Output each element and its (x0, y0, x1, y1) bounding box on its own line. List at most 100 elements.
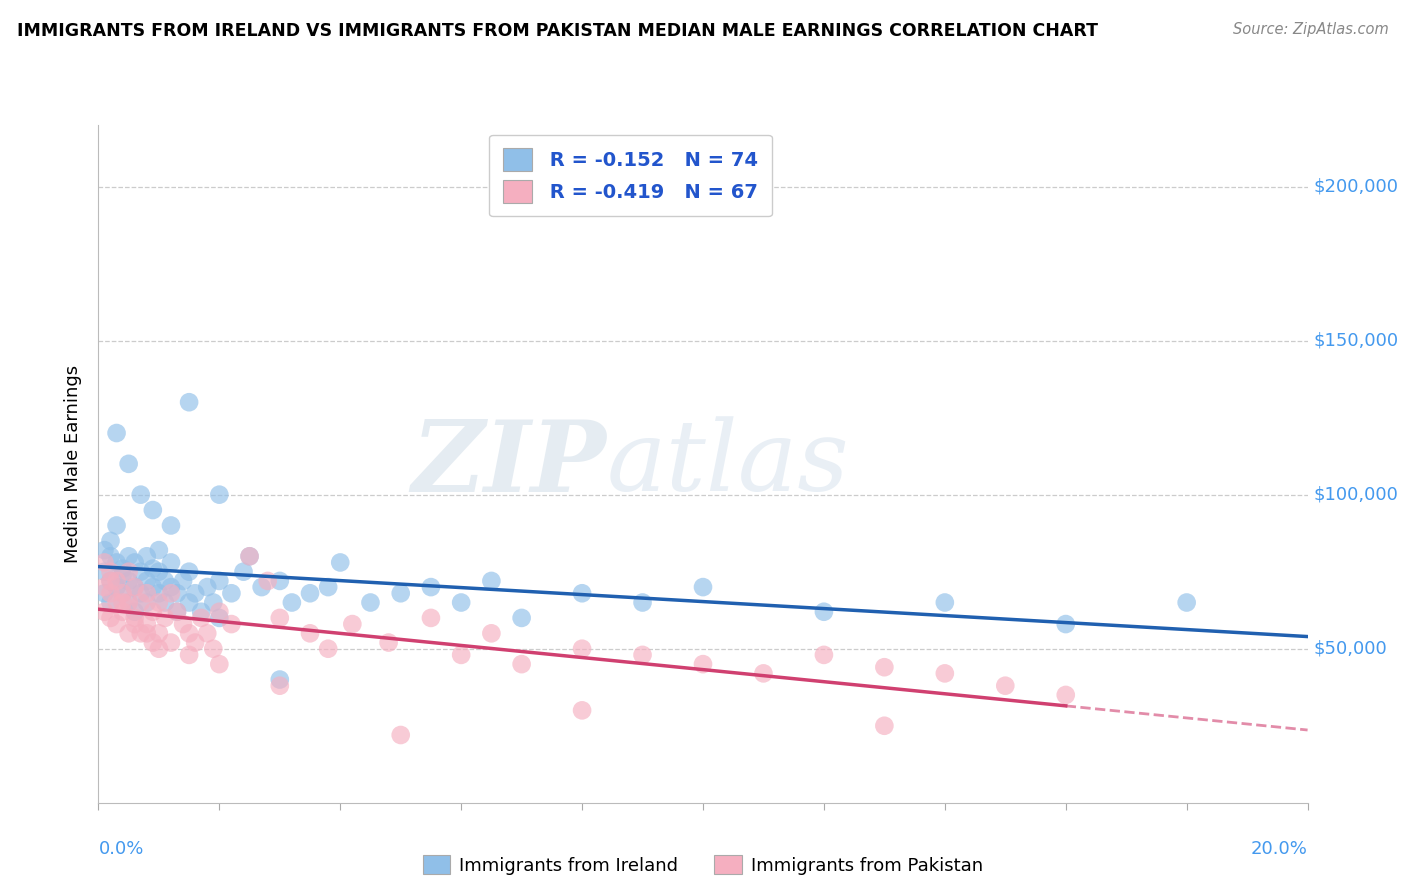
Point (160, 635, 183, 649)
Point (934, 595, 956, 609)
Point (692, 580, 714, 594)
Point (93, 605, 115, 619)
Point (135, 574, 157, 588)
Point (93, 565, 115, 579)
Point (148, 626, 170, 640)
Point (142, 561, 165, 575)
Point (752, 666, 775, 681)
Point (129, 488, 152, 502)
Point (100, 574, 122, 588)
Point (177, 565, 201, 579)
Point (166, 605, 188, 619)
Point (269, 679, 291, 693)
Point (129, 595, 152, 609)
Point (202, 595, 225, 609)
Point (177, 395, 201, 409)
Point (153, 595, 176, 609)
Point (571, 641, 593, 656)
Point (342, 617, 364, 632)
Point (389, 586, 412, 600)
Point (208, 488, 231, 502)
Point (571, 703, 593, 717)
Point (329, 556, 352, 570)
Point (299, 586, 322, 600)
Point (360, 595, 382, 609)
Point (129, 586, 152, 600)
Text: atlas: atlas (606, 417, 849, 511)
Point (389, 728, 412, 742)
Point (118, 457, 141, 471)
Point (142, 503, 165, 517)
Point (281, 595, 304, 609)
Point (221, 586, 243, 600)
Point (124, 605, 146, 619)
Point (118, 595, 141, 609)
Point (118, 626, 141, 640)
Point (142, 635, 165, 649)
Point (100, 586, 122, 600)
Point (111, 561, 134, 575)
Point (124, 611, 146, 625)
Point (631, 648, 654, 662)
Point (190, 605, 212, 619)
Point (184, 586, 207, 600)
Point (177, 595, 201, 609)
Point (135, 617, 157, 632)
Point (93, 556, 115, 570)
Point (100, 595, 122, 609)
Point (172, 574, 194, 588)
Point (269, 611, 291, 625)
Point (195, 626, 218, 640)
Point (118, 574, 141, 588)
Point (135, 626, 157, 640)
Point (510, 611, 533, 625)
Point (148, 586, 170, 600)
Point (232, 565, 254, 579)
Point (93, 543, 115, 558)
Point (135, 595, 157, 609)
Point (1054, 617, 1077, 632)
Point (93, 580, 115, 594)
Point (148, 641, 170, 656)
Point (481, 574, 503, 588)
Point (118, 595, 141, 609)
Point (692, 657, 714, 672)
Point (419, 580, 441, 594)
Point (377, 635, 399, 649)
Text: $100,000: $100,000 (1313, 485, 1399, 504)
Point (256, 574, 278, 588)
Point (934, 666, 956, 681)
Point (100, 574, 122, 588)
Point (100, 533, 122, 548)
Point (160, 556, 183, 570)
Point (148, 595, 170, 609)
Point (118, 565, 141, 579)
Point (450, 595, 472, 609)
Legend: Immigrants from Ireland, Immigrants from Pakistan: Immigrants from Ireland, Immigrants from… (416, 848, 990, 882)
Point (316, 580, 339, 594)
Point (111, 586, 134, 600)
Point (269, 574, 291, 588)
Point (813, 605, 835, 619)
Point (100, 549, 122, 564)
Point (208, 611, 231, 625)
Point (166, 605, 188, 619)
Point (813, 648, 835, 662)
Point (153, 574, 176, 588)
Text: Source: ZipAtlas.com: Source: ZipAtlas.com (1233, 22, 1389, 37)
Point (160, 580, 183, 594)
Point (571, 586, 593, 600)
Point (129, 626, 152, 640)
Point (190, 611, 212, 625)
Point (124, 617, 146, 632)
Point (105, 574, 128, 588)
Point (299, 626, 322, 640)
Point (111, 586, 134, 600)
Point (105, 425, 128, 440)
Point (142, 605, 165, 619)
Point (111, 605, 134, 619)
Point (124, 580, 146, 594)
Point (153, 611, 176, 625)
Point (269, 673, 291, 687)
Point (994, 679, 1017, 693)
